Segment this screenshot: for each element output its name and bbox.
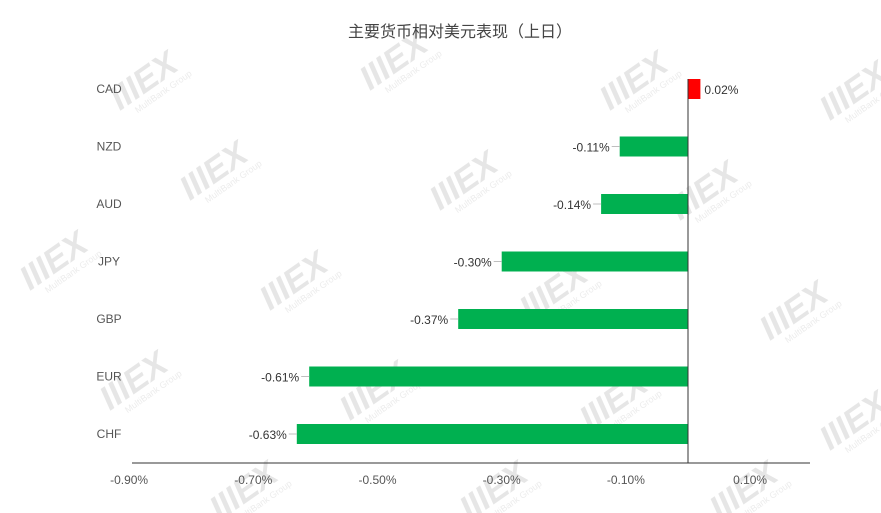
category-label-chf: CHF: [97, 427, 122, 441]
data-label-jpy: -0.30%: [454, 256, 492, 270]
x-tick-label: 0.10%: [733, 473, 767, 487]
x-tick-label: -0.90%: [110, 473, 148, 487]
bar-aud: [601, 194, 688, 214]
bar-eur: [309, 366, 688, 387]
category-label-eur: EUR: [96, 370, 122, 384]
data-labels: 0.02% -0.11% -0.14% -0.30% -0.37% -0.61% -0.63…: [249, 83, 739, 442]
bar-nzd: [619, 136, 688, 157]
category-label-nzd: NZD: [97, 140, 122, 154]
category-label-cad: CAD: [96, 82, 122, 96]
x-tick-label: -0.70%: [234, 473, 272, 487]
data-label-chf: -0.63%: [249, 428, 287, 442]
category-label-jpy: JPY: [98, 255, 120, 269]
bar-gbp: [458, 309, 688, 329]
x-tick-label: -0.50%: [358, 473, 396, 487]
category-labels: CAD NZD AUD JPY GBP EUR CHF: [96, 82, 122, 441]
category-label-gbp: GBP: [96, 312, 121, 326]
bars-group: [296, 79, 701, 444]
x-tick-label: -0.30%: [483, 473, 521, 487]
x-tick-label: -0.10%: [607, 473, 645, 487]
bar-chf: [296, 424, 688, 444]
category-label-aud: AUD: [96, 197, 122, 211]
x-tick-labels: -0.90% -0.70% -0.50% -0.30% -0.10% 0.10%: [110, 473, 767, 487]
data-label-gbp: -0.37%: [410, 313, 448, 327]
data-label-nzd: -0.11%: [573, 141, 610, 155]
bar-cad: [688, 79, 701, 99]
chart-title: 主要货币相对美元表现（上日）: [348, 23, 572, 41]
data-label-eur: -0.61%: [261, 371, 299, 385]
data-label-cad: 0.02%: [704, 83, 738, 97]
data-label-aud: -0.14%: [553, 198, 591, 212]
bar-jpy: [501, 251, 688, 272]
